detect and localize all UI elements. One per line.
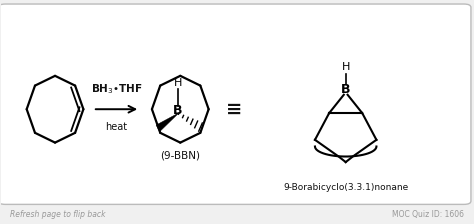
Text: MOC Quiz ID: 1606: MOC Quiz ID: 1606 <box>392 210 464 219</box>
Text: ≡: ≡ <box>227 100 243 119</box>
Text: heat: heat <box>105 122 128 132</box>
Text: B: B <box>341 83 350 96</box>
Text: B: B <box>173 104 182 117</box>
Text: (9-BBN): (9-BBN) <box>160 151 201 161</box>
FancyBboxPatch shape <box>0 4 471 204</box>
Text: Refresh page to flip back: Refresh page to flip back <box>10 210 106 219</box>
Text: H: H <box>174 78 182 88</box>
Text: BH$_3$•THF: BH$_3$•THF <box>91 83 142 96</box>
Text: H: H <box>341 62 350 72</box>
Polygon shape <box>156 112 179 132</box>
Text: 9-Borabicyclo(3.3.1)nonane: 9-Borabicyclo(3.3.1)nonane <box>283 183 408 192</box>
